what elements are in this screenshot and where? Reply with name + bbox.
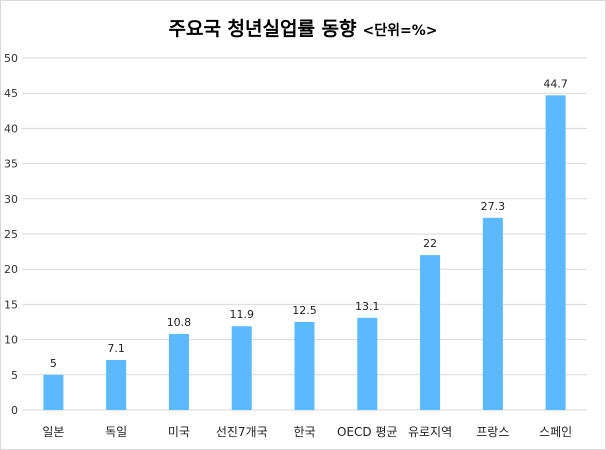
data-label: 22 bbox=[423, 237, 437, 250]
x-category-label: 유로지역 bbox=[408, 425, 452, 439]
bar bbox=[294, 322, 315, 410]
y-tick-label: 20 bbox=[4, 263, 18, 276]
data-label: 44.7 bbox=[543, 77, 568, 90]
x-category-label: OECD 평균 bbox=[337, 425, 398, 439]
x-axis-categories: 일본 독일 미국 선진7개국 한국 OECD 평균 유로지역 프랑스 스페인 bbox=[42, 425, 572, 439]
bar bbox=[482, 217, 503, 410]
y-tick-label: 50 bbox=[4, 52, 18, 65]
bar bbox=[357, 317, 378, 410]
y-tick-label: 40 bbox=[4, 122, 18, 135]
bar bbox=[420, 255, 441, 410]
y-tick-label: 45 bbox=[4, 87, 18, 100]
y-tick-label: 5 bbox=[11, 369, 18, 382]
x-category-label: 스페인 bbox=[539, 425, 572, 439]
bar bbox=[106, 360, 127, 410]
bar bbox=[231, 326, 252, 410]
x-category-label: 일본 bbox=[42, 425, 64, 439]
data-labels: 5 7.1 10.8 11.9 12.5 13.1 22 27.3 44.7 bbox=[50, 77, 568, 369]
y-tick-label: 15 bbox=[4, 298, 18, 311]
x-category-label: 프랑스 bbox=[476, 425, 509, 439]
data-label: 13.1 bbox=[355, 300, 380, 313]
data-label: 11.9 bbox=[229, 308, 254, 321]
bar bbox=[545, 95, 566, 410]
x-category-label: 미국 bbox=[168, 425, 190, 439]
y-tick-label: 10 bbox=[4, 334, 18, 347]
chart-unit-label: <단위=%> bbox=[362, 23, 438, 39]
y-tick-label: 30 bbox=[4, 193, 18, 206]
y-tick-label: 35 bbox=[4, 158, 18, 171]
x-category-label: 독일 bbox=[105, 425, 127, 439]
bars bbox=[43, 95, 566, 410]
chart-title-text: 주요국 청년실업률 동향 bbox=[168, 18, 357, 40]
y-tick-label: 0 bbox=[11, 404, 18, 417]
y-tick-label: 25 bbox=[4, 228, 18, 241]
chart-title: 주요국 청년실업률 동향 <단위=%> bbox=[0, 14, 606, 41]
bar bbox=[168, 333, 189, 410]
data-label: 5 bbox=[50, 357, 57, 370]
data-label: 10.8 bbox=[167, 316, 192, 329]
data-label: 27.3 bbox=[481, 200, 506, 213]
data-label: 7.1 bbox=[107, 342, 125, 355]
x-category-label: 선진7개국 bbox=[216, 425, 268, 439]
data-label: 12.5 bbox=[292, 304, 317, 317]
bar bbox=[43, 374, 64, 410]
x-category-label: 한국 bbox=[293, 425, 315, 439]
y-axis-ticks: 0 5 10 15 20 25 30 35 40 45 50 bbox=[4, 52, 18, 417]
